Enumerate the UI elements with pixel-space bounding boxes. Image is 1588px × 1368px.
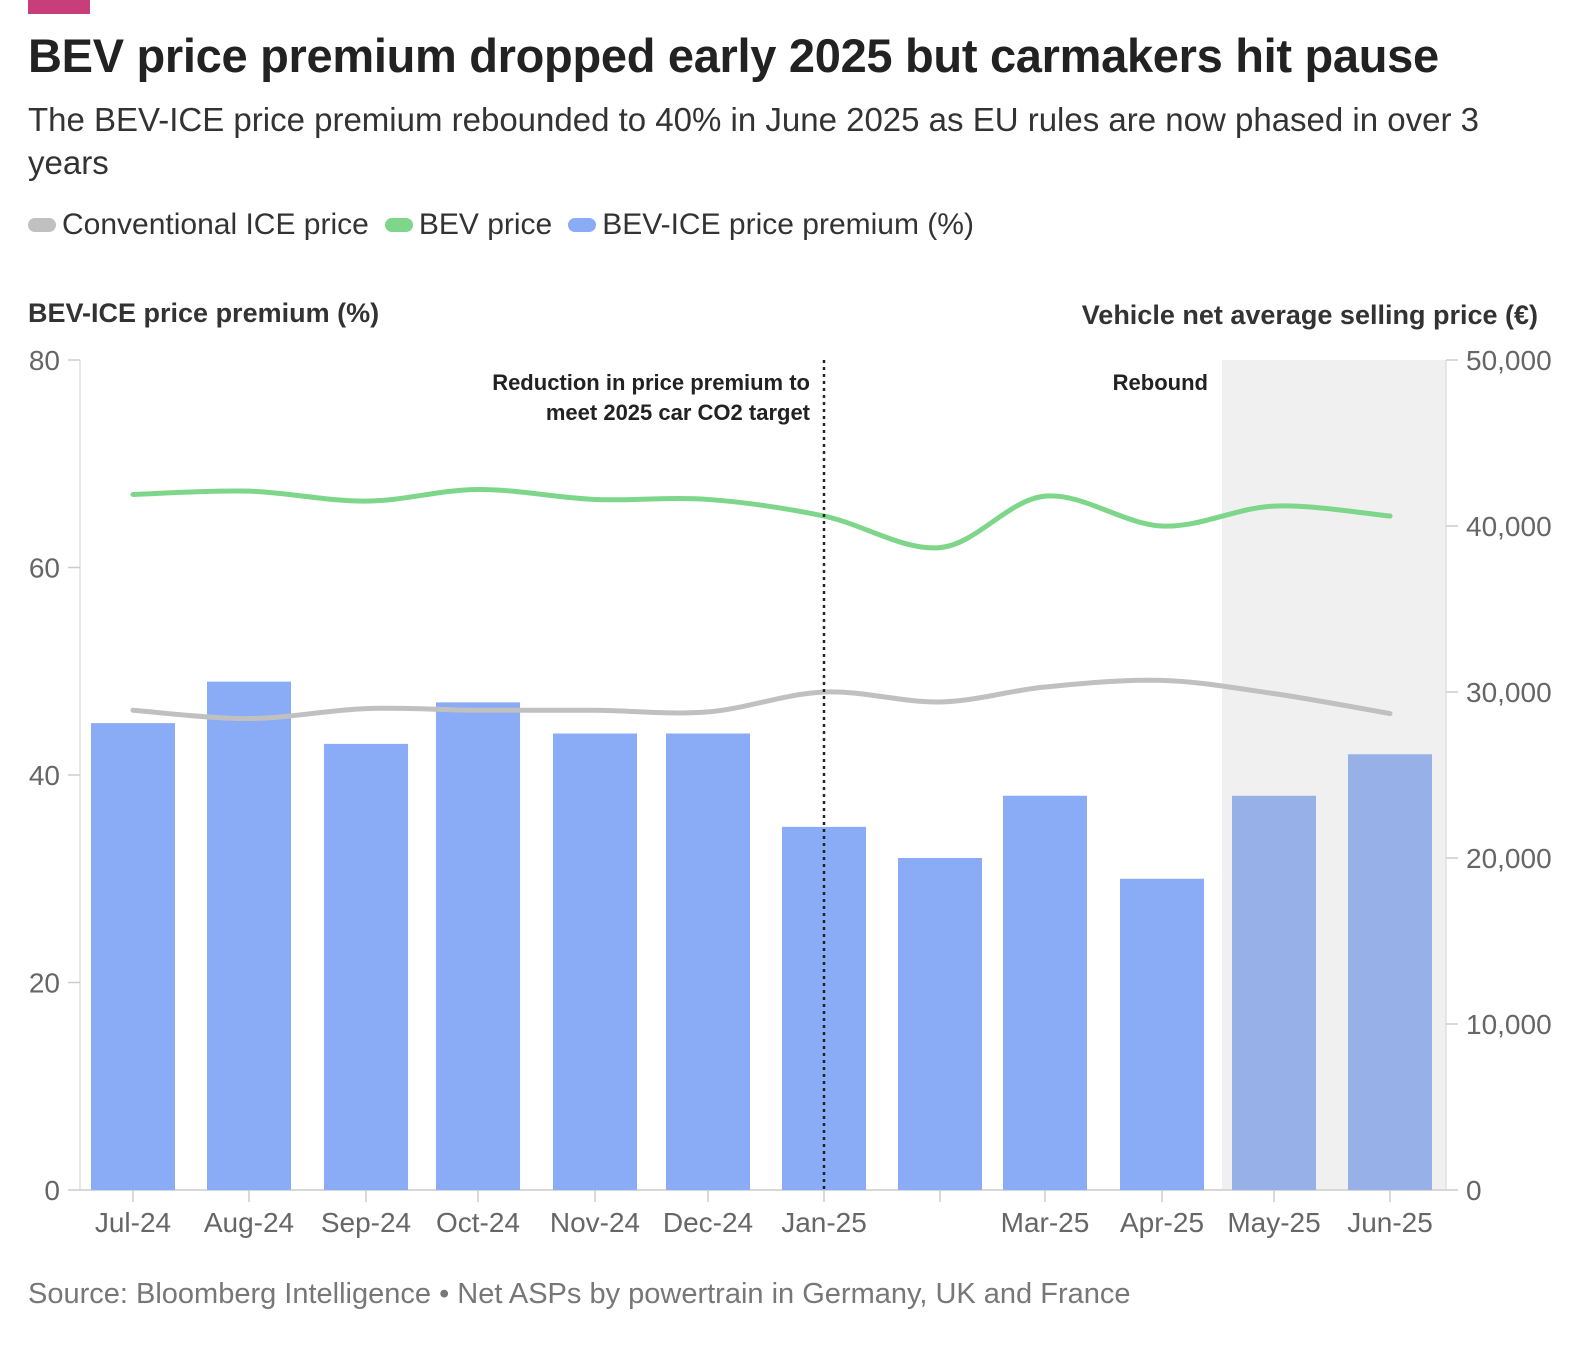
legend-item-bev: BEV price [384,208,553,242]
right-axis-tick-label: 20,000 [1466,843,1552,874]
premium-bar [1348,754,1432,1190]
left-axis-tick-label: 40 [29,760,60,791]
premium-bar [553,733,637,1190]
brand-accent-bar [28,0,90,14]
x-axis-tick-label: Jan-25 [781,1207,867,1238]
left-axis-tick-label: 60 [29,553,60,584]
x-axis-tick-label: Nov-24 [550,1207,640,1238]
right-axis-tick-label: 10,000 [1466,1009,1552,1040]
chart-subtitle: The BEV-ICE price premium rebounded to 4… [28,101,1479,181]
legend-item-premium: BEV-ICE price premium (%) [568,208,974,242]
premium-bar [436,702,520,1190]
x-axis-tick-label: Aug-24 [204,1207,294,1238]
premium-bar [1120,878,1204,1190]
legend-label-bev: BEV price [418,208,553,241]
legend: Conventional ICE price BEV price BEV-ICE… [28,208,990,242]
left-axis-tick-label: 20 [29,968,60,999]
right-axis-title: Vehicle net average selling price (€) [1081,300,1538,330]
legend-swatch-ice [28,218,56,232]
annotation-reduction-line1: Reduction in price premium to [492,370,810,395]
left-axis-tick-label: 80 [29,345,60,376]
x-axis-tick-label: Apr-25 [1120,1207,1204,1238]
right-axis-tick-label: 50,000 [1466,345,1552,376]
premium-bar [207,681,291,1190]
left-axis-tick-label: 0 [44,1175,60,1206]
premium-bar [1232,795,1316,1190]
legend-label-premium: BEV-ICE price premium (%) [602,208,974,241]
premium-bar [324,743,408,1190]
x-axis-tick-label: May-25 [1227,1207,1320,1238]
premium-bar [1003,795,1087,1190]
bev-price-line [130,486,1393,551]
premium-bar [666,733,750,1190]
legend-label-ice: Conventional ICE price [62,208,369,241]
ice-price-line [130,677,1393,722]
right-axis-tick-label: 40,000 [1466,511,1552,542]
x-axis-tick-label: Mar-25 [1001,1207,1090,1238]
premium-bar [91,723,175,1190]
x-axis-tick-label: Sep-24 [321,1207,411,1238]
chart-title: BEV price premium dropped early 2025 but… [28,29,1439,82]
right-axis-tick-label: 30,000 [1466,677,1552,708]
source-note: Source: Bloomberg Intelligence • Net ASP… [28,1278,1131,1310]
left-axis-title: BEV-ICE price premium (%) [28,298,380,328]
legend-item-ice: Conventional ICE price [28,208,369,242]
x-axis-tick-label: Dec-24 [663,1207,753,1238]
x-axis-tick-label: Jun-25 [1347,1207,1433,1238]
premium-bar [898,858,982,1190]
x-axis-tick-label: Jul-24 [95,1207,171,1238]
legend-swatch-premium [568,218,597,232]
x-axis-tick-label: Oct-24 [436,1207,520,1238]
legend-swatch-bev [384,218,413,232]
annotation-reduction-line2: meet 2025 car CO2 target [546,400,811,425]
right-axis-tick-label: 0 [1466,1175,1482,1206]
premium-bar [782,826,866,1190]
annotation-rebound: Rebound [1113,370,1208,395]
